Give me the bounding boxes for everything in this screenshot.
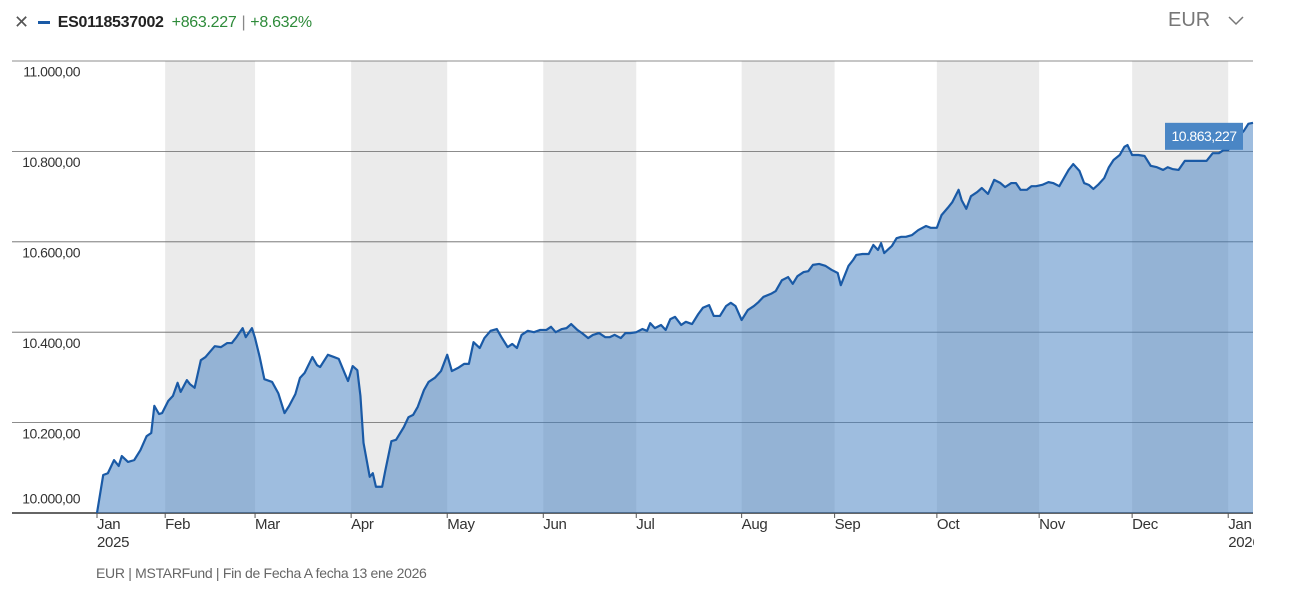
y-tick-label: 10.800,00 [22,154,80,170]
line [95,121,1254,514]
year-label: 2026 [1228,534,1260,551]
plot: 10.863,227 [95,121,1254,514]
currency-selector[interactable]: EUR [1168,9,1244,32]
footer: EUR | MSTARFund | Fin de Fecha A fecha 1… [96,565,427,581]
y-tick-label: 10.600,00 [22,245,80,261]
close-icon[interactable]: ✕ [14,12,29,32]
x-tick-label: Oct [937,516,961,533]
y-tick-label: 10.000,00 [22,491,80,507]
chevron [1228,15,1244,25]
change: +863.227 [171,13,237,31]
x-tick-label: Jan [97,516,120,533]
x-tick-label: Nov [1039,516,1066,533]
x-tick-label: Jun [543,516,566,533]
y-tick-label: 10.400,00 [22,335,80,351]
x-tick-label: Sep [835,516,861,533]
year-label: 2025 [97,534,129,551]
value-badge [1165,122,1243,150]
separator: | [241,13,246,31]
series-name: ES0118537002 [57,13,164,31]
x-tick-label: Feb [165,516,190,533]
x-tick-label: Aug [742,516,768,533]
y-tick-label: 11.000,00 [23,64,80,80]
x-tick-label: May [447,516,475,533]
x-tick-label: Apr [351,516,374,533]
x-tick-label: Dec [1132,516,1159,533]
legend-swatch [37,21,50,24]
change-percent: +8.632% [250,13,312,31]
x-tick-label: Jan [1228,516,1251,533]
value-badge-label: 10.863,227 [1171,128,1237,144]
axis: Jan Feb Mar Apr May Jun Jul Aug Sep Oct Nov Dec Jan2… [96,513,1260,551]
currency: EUR [1168,9,1211,31]
header: ✕ ES0118537002 +863.227 | +8.632% [14,12,312,33]
x-tick-label: Jul [636,516,654,533]
y-tick-label: 10.200,00 [22,425,80,441]
x-tick-label: Mar [255,516,280,533]
